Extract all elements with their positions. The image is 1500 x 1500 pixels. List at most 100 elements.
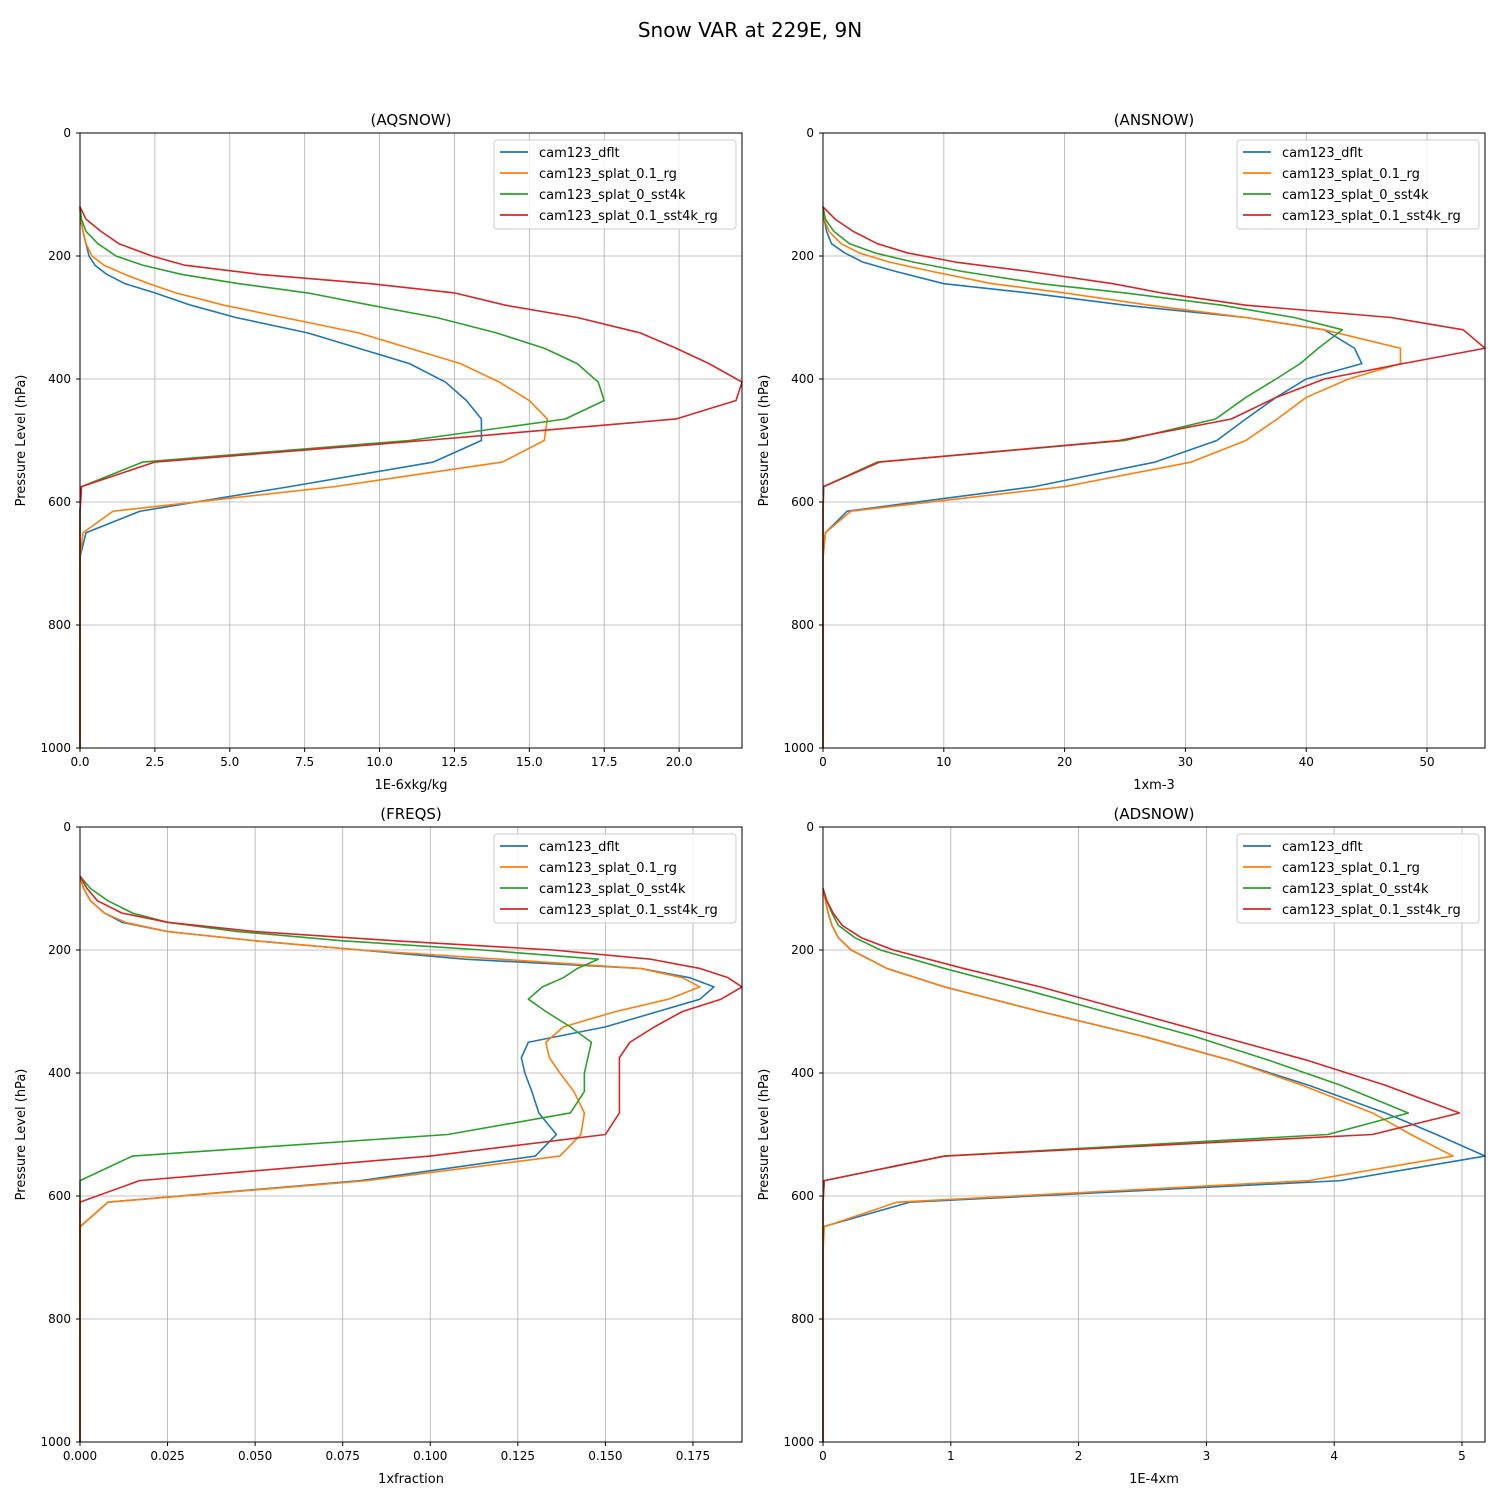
adsnow-legend-label-0: cam123_dflt [1282, 840, 1363, 855]
ansnow-axes-frame [822, 132, 1486, 749]
ansnow-legend-label-0: cam123_dflt [1282, 146, 1363, 161]
adsnow-ylabel: Pressure Level (hPa) [757, 1069, 772, 1201]
aqsnow-ytick-label-2: 400 [48, 372, 71, 386]
aqsnow-xtick-label-1: 2.5 [145, 755, 164, 769]
adsnow-xtick-label-4: 4 [1330, 1449, 1338, 1463]
adsnow-ytick-label-2: 400 [791, 1066, 814, 1080]
figure-title: Snow VAR at 229E, 9N [638, 18, 862, 42]
freqs-xtick-label-1: 0.025 [150, 1449, 184, 1463]
ansnow-ylabel: Pressure Level (hPa) [757, 375, 772, 507]
aqsnow-xtick-label-5: 12.5 [441, 755, 468, 769]
freqs-xlabel: 1xfraction [378, 1472, 444, 1487]
freqs-ytick-label-3: 600 [48, 1189, 71, 1203]
freqs-ytick-label-4: 800 [48, 1312, 71, 1326]
ansnow-ytick-label-1: 200 [791, 249, 814, 263]
aqsnow-xtick-label-2: 5.0 [220, 755, 239, 769]
aqsnow-title: (AQSNOW) [371, 111, 452, 129]
aqsnow-ytick-label-4: 800 [48, 618, 71, 632]
freqs-ytick-label-5: 1000 [40, 1435, 71, 1449]
freqs-axes-frame [79, 826, 743, 1443]
freqs-xtick-label-4: 0.100 [413, 1449, 447, 1463]
freqs-ytick-label-2: 400 [48, 1066, 71, 1080]
panel-freqs: 0.000 0.025 0.050 0.075 0.100 0.125 0.150 0.175… [14, 805, 743, 1487]
adsnow-xtick-label-0: 0 [819, 1449, 827, 1463]
aqsnow-xtick-label-3: 7.5 [295, 755, 314, 769]
ansnow-xtick-label-5: 50 [1419, 755, 1434, 769]
ansnow-xtick-label-3: 30 [1178, 755, 1193, 769]
ansnow-xtick-label-1: 10 [936, 755, 951, 769]
adsnow-title: (ADSNOW) [1114, 805, 1195, 823]
adsnow-xtick-label-2: 2 [1075, 1449, 1083, 1463]
adsnow-ytick-label-0: 0 [806, 820, 814, 834]
aqsnow-ytick-label-0: 0 [63, 126, 71, 140]
adsnow-ytick-label-3: 600 [791, 1189, 814, 1203]
aqsnow-ytick-label-3: 600 [48, 495, 71, 509]
freqs-legend-label-2: cam123_splat_0_sst4k [539, 882, 686, 897]
aqsnow-xtick-label-8: 20.0 [666, 755, 693, 769]
aqsnow-ytick-label-5: 1000 [40, 741, 71, 755]
freqs-xtick-label-7: 0.175 [676, 1449, 710, 1463]
aqsnow-legend-label-1: cam123_splat_0.1_rg [539, 167, 677, 182]
ansnow-legend: cam123_dflt cam123_splat_0.1_rg cam123_spl… [1236, 139, 1480, 230]
aqsnow-xtick-label-0: 0.0 [70, 755, 89, 769]
freqs-xtick-label-5: 0.125 [501, 1449, 535, 1463]
aqsnow-legend-label-0: cam123_dflt [539, 146, 620, 161]
freqs-xtick-label-0: 0.000 [63, 1449, 97, 1463]
freqs-legend-label-1: cam123_splat_0.1_rg [539, 861, 677, 876]
aqsnow-legend-box [493, 139, 737, 230]
aqsnow-legend-label-3: cam123_splat_0.1_sst4k_rg [539, 209, 718, 224]
ansnow-ytick-label-0: 0 [806, 126, 814, 140]
adsnow-xlabel: 1E-4xm [1129, 1472, 1179, 1487]
ansnow-xtick-label-2: 20 [1057, 755, 1072, 769]
aqsnow-axes-frame [79, 132, 743, 749]
aqsnow-xtick-label-6: 15.0 [516, 755, 543, 769]
freqs-title: (FREQS) [380, 805, 442, 823]
ansnow-legend-label-3: cam123_splat_0.1_sst4k_rg [1282, 209, 1461, 224]
adsnow-ytick-label-1: 200 [791, 943, 814, 957]
adsnow-legend-label-1: cam123_splat_0.1_rg [1282, 861, 1420, 876]
adsnow-axes-frame [822, 826, 1486, 1443]
freqs-legend-box [493, 833, 737, 924]
ansnow-ytick-label-2: 400 [791, 372, 814, 386]
panel-adsnow: 0 1 2 3 4 5 0 200 400 600 800 1000 (ADSNOW) 1E-4xm Pre… [757, 805, 1486, 1487]
ansnow-ytick-label-3: 600 [791, 495, 814, 509]
adsnow-xtick-label-3: 3 [1203, 1449, 1211, 1463]
freqs-ylabel: Pressure Level (hPa) [14, 1069, 29, 1201]
adsnow-xtick-label-5: 5 [1458, 1449, 1466, 1463]
aqsnow-legend-label-2: cam123_splat_0_sst4k [539, 188, 686, 203]
adsnow-xtick-label-1: 1 [947, 1449, 955, 1463]
panel-aqsnow: 0.0 2.5 5.0 7.5 10.0 12.5 15.0 17.5 20.0 0 200 400 6… [14, 111, 743, 793]
aqsnow-ylabel: Pressure Level (hPa) [14, 375, 29, 507]
ansnow-title: (ANSNOW) [1114, 111, 1195, 129]
adsnow-ytick-label-5: 1000 [783, 1435, 814, 1449]
freqs-xtick-label-6: 0.150 [588, 1449, 622, 1463]
ansnow-legend-box [1236, 139, 1480, 230]
ansnow-ytick-label-4: 800 [791, 618, 814, 632]
adsnow-legend-box [1236, 833, 1480, 924]
aqsnow-xlabel: 1E-6xkg/kg [374, 778, 447, 793]
ansnow-legend-label-2: cam123_splat_0_sst4k [1282, 188, 1429, 203]
freqs-ytick-label-0: 0 [63, 820, 71, 834]
aqsnow-ytick-label-1: 200 [48, 249, 71, 263]
freqs-legend-label-3: cam123_splat_0.1_sst4k_rg [539, 903, 718, 918]
panel-ansnow: 0 10 20 30 40 50 0 200 400 600 800 1000 (ANSNOW) 1xm-… [757, 111, 1486, 793]
adsnow-ytick-label-4: 800 [791, 1312, 814, 1326]
freqs-ytick-label-1: 200 [48, 943, 71, 957]
adsnow-legend-label-2: cam123_splat_0_sst4k [1282, 882, 1429, 897]
ansnow-xtick-label-4: 40 [1299, 755, 1314, 769]
freqs-legend: cam123_dflt cam123_splat_0.1_rg cam123_spl… [493, 833, 737, 924]
ansnow-ytick-label-5: 1000 [783, 741, 814, 755]
ansnow-legend-label-1: cam123_splat_0.1_rg [1282, 167, 1420, 182]
ansnow-xtick-label-0: 0 [819, 755, 827, 769]
aqsnow-legend: cam123_dflt cam123_splat_0.1_rg cam123_spl… [493, 139, 737, 230]
freqs-xtick-label-2: 0.050 [238, 1449, 272, 1463]
adsnow-legend: cam123_dflt cam123_splat_0.1_rg cam123_spl… [1236, 833, 1480, 924]
aqsnow-xtick-label-4: 10.0 [366, 755, 393, 769]
aqsnow-xtick-label-7: 17.5 [591, 755, 618, 769]
freqs-xtick-label-3: 0.075 [326, 1449, 360, 1463]
ansnow-xlabel: 1xm-3 [1133, 778, 1175, 793]
freqs-legend-label-0: cam123_dflt [539, 840, 620, 855]
adsnow-legend-label-3: cam123_splat_0.1_sst4k_rg [1282, 903, 1461, 918]
